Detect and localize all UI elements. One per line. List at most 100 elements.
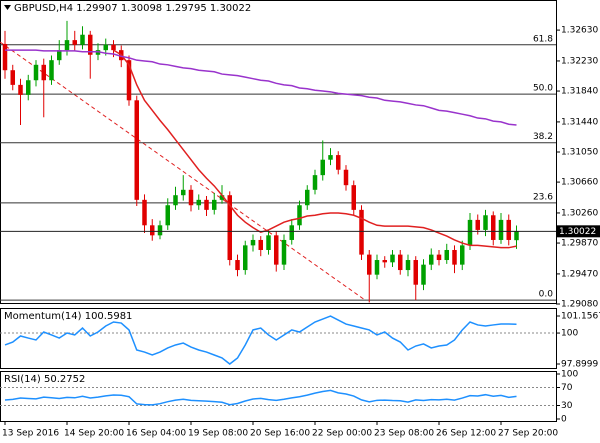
candle-body xyxy=(72,40,77,45)
candle-body xyxy=(460,245,465,265)
candle-body xyxy=(274,235,279,265)
indicator-line xyxy=(4,389,517,406)
candle-body xyxy=(405,260,411,271)
candle-body xyxy=(491,215,496,240)
x-tick-label: 19 Sep 08:00 xyxy=(188,429,248,439)
candle-body xyxy=(398,254,403,271)
x-tick-label: 16 Sep 04:00 xyxy=(126,429,186,439)
price-box xyxy=(556,225,600,238)
candle-body xyxy=(367,254,372,275)
y-tick-label: 1.30260 xyxy=(561,208,598,218)
y-tick-label: 70 xyxy=(561,383,573,393)
candle-body xyxy=(26,80,31,95)
rsi-panel xyxy=(0,371,557,422)
candle-body xyxy=(227,195,232,261)
candle-body xyxy=(41,64,46,81)
y-tick-label: 1.31440 xyxy=(561,117,598,127)
y-tick-label: 1.31840 xyxy=(561,87,598,97)
open: 1.29907 xyxy=(76,3,117,14)
candle-body xyxy=(390,254,395,263)
rsi-header: RSI(14) 50.2752 xyxy=(4,374,85,385)
candle-body xyxy=(2,43,8,71)
candle-body xyxy=(18,84,23,95)
candle-body xyxy=(498,219,504,240)
x-tick-label: 14 Sep 20:00 xyxy=(64,429,124,439)
candle-body xyxy=(243,245,248,271)
indicator-name: Momentum(14) xyxy=(4,311,82,322)
fib-label: 50.0 xyxy=(533,84,553,94)
fib-label: 38.2 xyxy=(533,132,553,142)
candle-body xyxy=(235,260,240,271)
trend-line xyxy=(0,41,366,301)
x-tick-label: 20 Sep 16:00 xyxy=(250,429,310,439)
y-tick-label: 1.32230 xyxy=(561,56,598,66)
candle-body xyxy=(219,195,225,200)
candle-body xyxy=(126,60,132,101)
candle-body xyxy=(95,50,101,55)
candle-body xyxy=(452,249,457,265)
candle-body xyxy=(49,60,54,81)
price-label: 1.30022 xyxy=(559,227,596,237)
fib-label: 61.8 xyxy=(533,34,553,44)
candle-body xyxy=(165,205,170,226)
candle-body xyxy=(103,44,108,51)
y-tick-label: 1.30660 xyxy=(561,178,598,188)
candle-body xyxy=(382,260,387,263)
indicator-value: 100.5981 xyxy=(85,311,133,322)
x-tick-label: 23 Sep 08:00 xyxy=(374,429,434,439)
candle-body xyxy=(413,260,418,285)
candle-body xyxy=(436,254,442,261)
low: 1.29795 xyxy=(165,3,206,14)
candle-body xyxy=(312,175,318,190)
indicator-value: 50.2752 xyxy=(44,374,85,385)
candle-body xyxy=(33,64,39,81)
fib-label: 0.0 xyxy=(539,290,554,300)
fib-label: 23.6 xyxy=(533,192,553,202)
candle-body xyxy=(475,219,480,230)
candle-body xyxy=(150,225,155,236)
moving-average xyxy=(5,49,517,126)
indicator-line xyxy=(4,315,517,365)
candle-body xyxy=(429,254,434,265)
candle-body xyxy=(142,199,147,226)
candle-body xyxy=(421,264,426,285)
candle-body xyxy=(188,189,194,206)
x-tick-label: 13 Sep 2016 xyxy=(2,429,59,439)
chart-header: GBPUSD,H4 1.29907 1.30098 1.29795 1.3002… xyxy=(14,3,251,14)
candle-body xyxy=(10,70,15,85)
candle-body xyxy=(444,249,449,261)
candle-body xyxy=(514,231,519,241)
candle-body xyxy=(157,225,163,236)
candle-body xyxy=(212,199,217,210)
candle-body xyxy=(467,219,473,246)
moving-average xyxy=(113,49,517,249)
y-tick-label: 101.1567 xyxy=(561,312,600,322)
x-tick-label: 26 Sep 12:00 xyxy=(436,429,496,439)
candle-body xyxy=(181,189,186,196)
candle-body xyxy=(173,195,178,206)
momentum-panel xyxy=(0,308,557,369)
y-tick-label: 1.29470 xyxy=(561,269,598,279)
y-tick-label: 100 xyxy=(561,370,578,380)
close: 1.30022 xyxy=(210,3,251,14)
candle-body xyxy=(343,169,349,186)
candle-body xyxy=(297,205,302,226)
indicator-name: RSI(14) xyxy=(4,374,41,385)
x-tick-label: 27 Sep 20:00 xyxy=(498,429,558,439)
y-tick-label: 30 xyxy=(561,401,573,411)
symbol: GBPUSD,H4 xyxy=(14,3,73,14)
y-tick-label: 0 xyxy=(561,415,567,425)
momentum-header: Momentum(14) 100.5981 xyxy=(4,311,132,322)
candle-body xyxy=(258,239,263,250)
y-tick-label: 1.29870 xyxy=(561,239,598,249)
y-tick-label: 1.29080 xyxy=(561,300,598,310)
candle-body xyxy=(289,225,294,240)
y-tick-label: 97.8999 xyxy=(561,360,598,370)
menu-icon[interactable] xyxy=(4,5,11,10)
y-tick-label: 1.32630 xyxy=(561,26,598,36)
y-tick-label: 100 xyxy=(561,329,578,339)
candle-body xyxy=(483,215,488,230)
candle-body xyxy=(64,40,70,51)
